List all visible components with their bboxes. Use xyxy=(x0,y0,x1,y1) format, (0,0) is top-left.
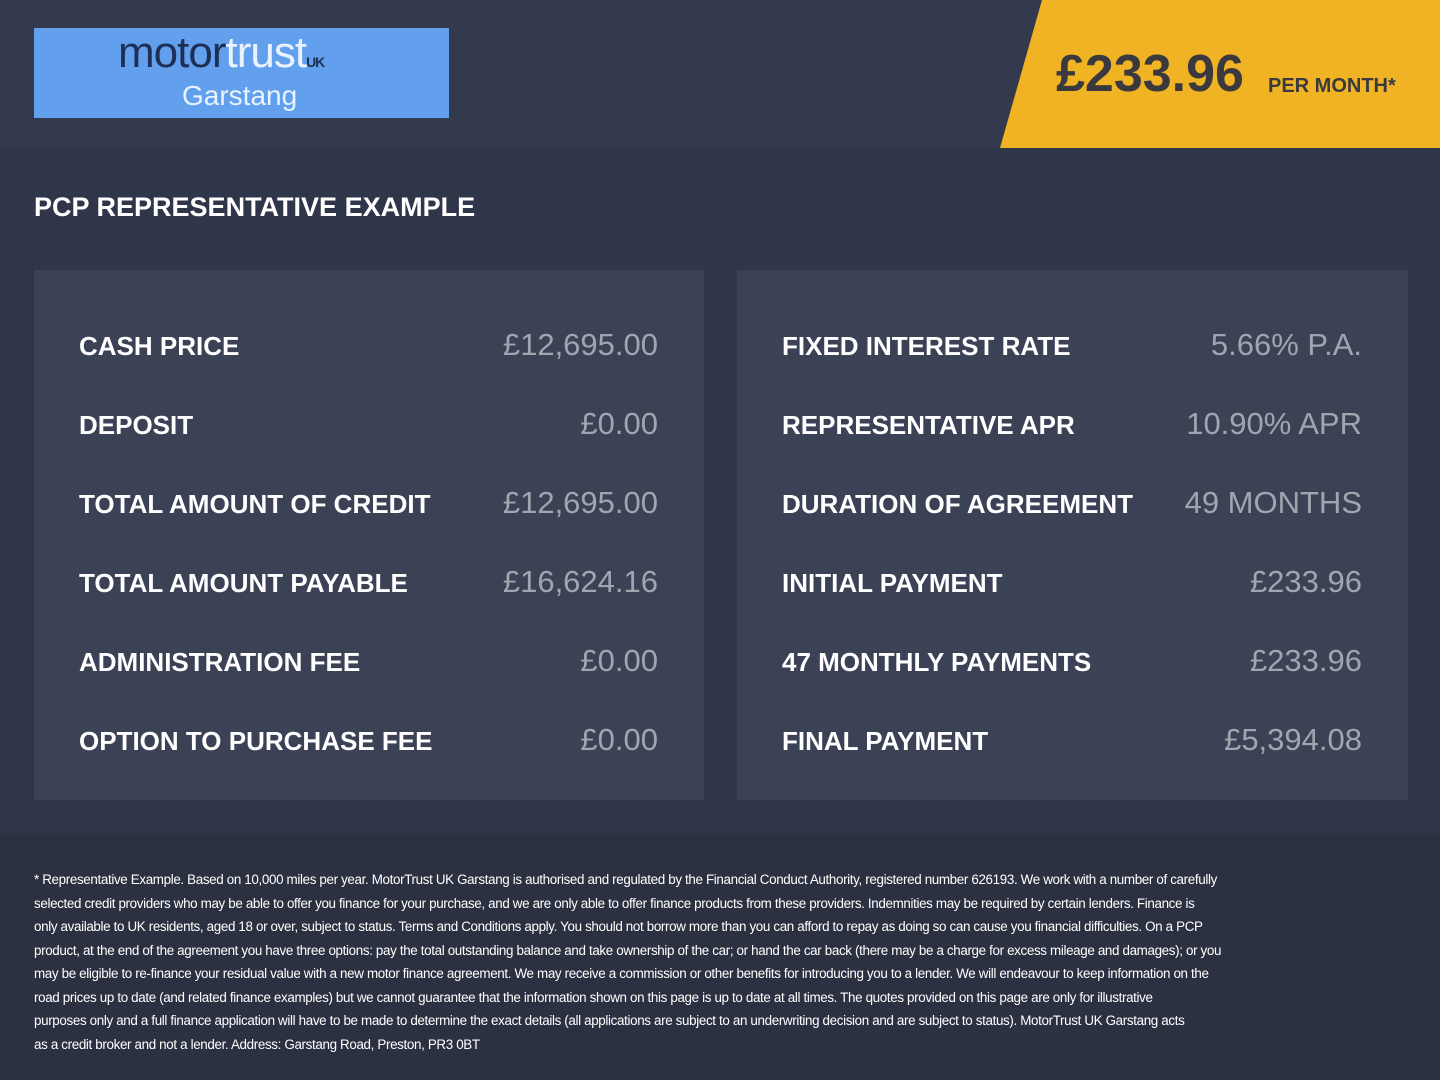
disclaimer-line: * Representative Example. Based on 10,00… xyxy=(34,872,1217,887)
row-value: 5.66% P.A. xyxy=(1210,327,1362,362)
disclaimer-footer: * Representative Example. Based on 10,00… xyxy=(0,833,1440,1080)
disclaimer-line: selected credit providers who may be abl… xyxy=(34,895,1195,911)
finance-row: INITIAL PAYMENT £233.96 xyxy=(782,564,1362,607)
row-value: £12,695.00 xyxy=(502,485,658,520)
logo-motor: motor xyxy=(118,28,226,77)
disclaimer-line: purposes only and a full finance applica… xyxy=(34,1013,1185,1028)
disclaimer-line: may be eligible to re-finance your resid… xyxy=(34,966,1209,981)
row-label: FIXED INTEREST RATE xyxy=(782,331,1071,361)
logo-location: Garstang xyxy=(182,80,298,111)
logo-uk: UK xyxy=(306,54,325,70)
monthly-price-banner: £233.96 PER MONTH* xyxy=(1000,0,1440,148)
row-label: 47 MONTHLY PAYMENTS xyxy=(782,647,1092,677)
row-label: REPRESENTATIVE APR xyxy=(782,410,1075,440)
finance-row: ADMINISTRATION FEE £0.00 xyxy=(79,643,658,686)
row-value: £0.00 xyxy=(580,643,658,678)
header: motortrustUK Garstang £233.96 PER MONTH* xyxy=(0,0,1440,148)
row-label: DEPOSIT xyxy=(79,410,194,440)
motortrust-logo: motortrustUK Garstang xyxy=(34,28,449,118)
row-value: 10.90% APR xyxy=(1186,406,1362,441)
row-value: £5,394.08 xyxy=(1224,722,1362,757)
row-label: ADMINISTRATION FEE xyxy=(79,647,361,677)
finance-row: FINAL PAYMENT £5,394.08 xyxy=(782,722,1362,765)
per-month-label: PER MONTH* xyxy=(1268,75,1396,97)
row-value: £16,624.16 xyxy=(502,564,658,599)
row-value: £0.00 xyxy=(580,406,658,441)
finance-panel-left: CASH PRICE £12,695.00 DEPOSIT £0.00 TOTAL AM… xyxy=(34,270,704,800)
disclaimer-line: road prices up to date (and related fina… xyxy=(34,989,1153,1005)
row-label: CASH PRICE xyxy=(79,331,240,361)
disclaimer-line: product, at the end of the agreement you… xyxy=(34,942,1222,958)
disclaimer-line: as a credit broker and not a lender. Add… xyxy=(34,1036,480,1052)
row-label: TOTAL AMOUNT PAYABLE xyxy=(79,568,408,598)
disclaimer-text: * Representative Example. Based on 10,00… xyxy=(34,868,1221,1056)
row-label: OPTION TO PURCHASE FEE xyxy=(79,726,433,756)
finance-row: DEPOSIT £0.00 xyxy=(79,406,658,449)
finance-row: TOTAL AMOUNT PAYABLE £16,624.16 xyxy=(79,564,658,607)
row-value: 49 MONTHS xyxy=(1184,485,1362,520)
finance-row: TOTAL AMOUNT OF CREDIT £12,695.00 xyxy=(79,485,658,528)
finance-row: FIXED INTEREST RATE 5.66% P.A. xyxy=(782,327,1362,370)
row-label: DURATION OF AGREEMENT xyxy=(782,489,1133,519)
row-label: TOTAL AMOUNT OF CREDIT xyxy=(79,489,431,519)
row-value: £233.96 xyxy=(1249,643,1362,678)
row-value: £0.00 xyxy=(580,722,658,757)
finance-row: CASH PRICE £12,695.00 xyxy=(79,327,658,370)
row-value: £12,695.00 xyxy=(502,327,658,362)
finance-row: DURATION OF AGREEMENT 49 MONTHS xyxy=(782,485,1362,528)
finance-row: 47 MONTHLY PAYMENTS £233.96 xyxy=(782,643,1362,686)
row-label: FINAL PAYMENT xyxy=(782,726,989,756)
row-label: INITIAL PAYMENT xyxy=(782,568,1003,598)
logo-trust: trust xyxy=(225,28,307,77)
monthly-price: £233.96 xyxy=(1056,45,1244,103)
finance-panel-right: FIXED INTEREST RATE 5.66% P.A. REPRESENTAT… xyxy=(737,270,1408,800)
section-title: PCP REPRESENTATIVE EXAMPLE xyxy=(34,192,476,222)
logo-wordmark: motortrustUK xyxy=(118,28,325,77)
finance-row: OPTION TO PURCHASE FEE £0.00 xyxy=(79,722,658,765)
row-value: £233.96 xyxy=(1249,564,1362,599)
disclaimer-line: only available to UK residents, aged 18 … xyxy=(34,919,1203,934)
finance-row: REPRESENTATIVE APR 10.90% APR xyxy=(782,406,1362,449)
